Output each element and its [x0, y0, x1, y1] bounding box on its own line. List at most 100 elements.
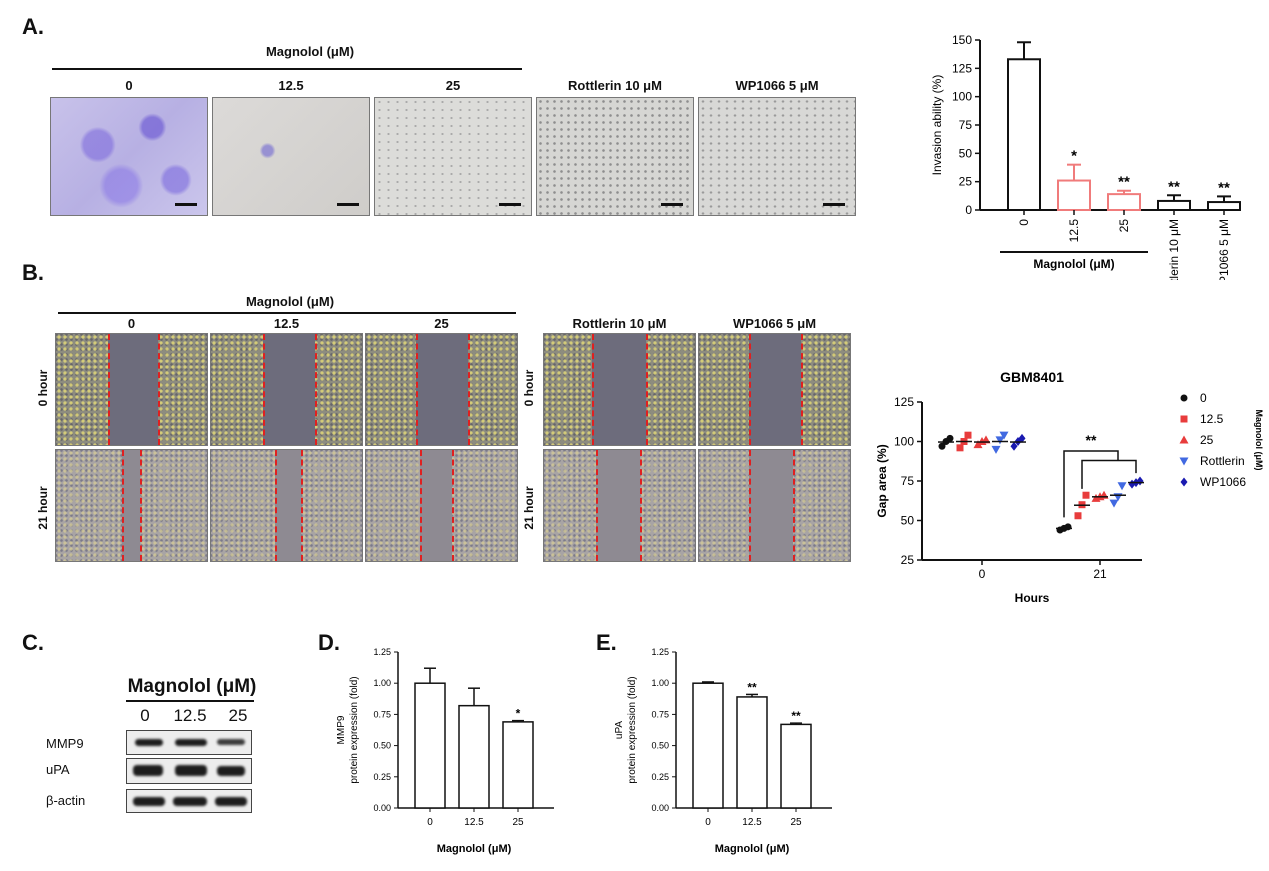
significance-marker: ** [1218, 179, 1230, 196]
row-label-21-hour: 21 hour [522, 486, 536, 530]
blot-band [133, 765, 163, 776]
y-axis-label: MMP9 [336, 715, 347, 744]
invasion-chart: 0 25 50 75 100 125 150 Invasion ability (%) 0 * 12… [930, 33, 1241, 280]
bar [1007, 58, 1041, 212]
y-tick-label: 0.25 [373, 772, 391, 782]
wound-photo-0-0h [55, 333, 208, 446]
wound-photo-wp1066-0h [698, 333, 851, 446]
bar [1107, 193, 1141, 211]
data-point [946, 434, 954, 442]
data-point [999, 431, 1009, 440]
y-axis-label: uPA [614, 721, 625, 739]
significance-marker: ** [1118, 174, 1130, 191]
bar [1057, 179, 1091, 212]
data-point [991, 445, 1001, 454]
magnolol-bracket-b [58, 312, 516, 314]
data-point [956, 444, 964, 452]
wound-photo-rottlerin-0h [543, 333, 696, 446]
wound-photo-25-21h [365, 449, 518, 562]
y-tick-label: 125 [952, 61, 972, 75]
magnolol-header-b: Magnolol (μM) [245, 294, 335, 309]
wound-photo-0-21h [55, 449, 208, 562]
y-tick-label: 0.75 [651, 709, 669, 719]
significance-marker: ** [747, 680, 757, 694]
y-tick-label: 0 [965, 203, 972, 217]
data-point [964, 431, 972, 439]
blot-band [217, 766, 245, 776]
panel-label-a: A. [22, 14, 44, 39]
significance-marker: ** [791, 709, 801, 723]
legend-label: 25 [1200, 433, 1214, 447]
bar [1157, 199, 1191, 212]
y-tick-label: 75 [901, 474, 915, 488]
data-point [1064, 523, 1072, 531]
x-tick-label: Rottlerin 10 μM [1167, 219, 1181, 280]
y-tick-label: 100 [894, 435, 914, 449]
row-label-0-hour: 0 hour [522, 369, 536, 407]
invasion-photo-wp1066 [698, 97, 856, 216]
invasion-cond-label: 12.5 [278, 78, 304, 93]
blot-band [133, 797, 165, 806]
y-tick-label: 0.25 [651, 772, 669, 782]
blot-band [217, 739, 245, 745]
invasion-photo-12-5 [212, 97, 370, 216]
blot-dose-label: 0 [140, 706, 150, 725]
x-axis-label: Magnolol (μM) [437, 843, 512, 855]
x-tick-label: 0 [427, 817, 433, 828]
significance-marker: * [1071, 148, 1077, 165]
y-tick-label: 100 [952, 90, 972, 104]
bar [1207, 201, 1241, 211]
invasion-photo-25 [374, 97, 532, 216]
x-tick-label: 12.5 [464, 817, 484, 828]
bar [780, 723, 812, 809]
data-point [1109, 499, 1119, 508]
y-tick-label: 1.25 [651, 647, 669, 657]
y-tick-label: 125 [894, 395, 914, 409]
blot-beta-actin [126, 789, 252, 813]
scale-bar [661, 203, 683, 206]
gap-area-chart: GBM8401 25 50 75 100 125 Gap area (%) 0 21 Hours *… [875, 369, 1264, 605]
x-tick-label: WP1066 5 μM [1217, 219, 1231, 280]
wound-photo-12-5-21h [210, 449, 363, 562]
data-point [1179, 435, 1189, 444]
y-axis-label: protein expression (fold) [627, 676, 638, 783]
x-tick-label: 25 [1117, 219, 1131, 233]
magnolol-header-a: Magnolol (μM) [265, 44, 355, 59]
chart-title: GBM8401 [1000, 369, 1064, 385]
y-tick-label: 75 [959, 118, 973, 132]
data-point [1180, 477, 1188, 487]
y-tick-label: 50 [959, 146, 973, 160]
y-axis-label: Gap area (%) [875, 444, 889, 517]
scale-bar [499, 203, 521, 206]
y-axis-label: protein expression (fold) [349, 676, 360, 783]
y-tick-label: 25 [959, 175, 973, 189]
bar [736, 696, 768, 809]
legend-label: Rottlerin [1200, 454, 1245, 468]
scale-bar [175, 203, 197, 206]
wound-photo-rottlerin-21h [543, 449, 696, 562]
magnolol-group-label: Magnolol (μM) [1033, 257, 1114, 271]
significance-marker: ** [1168, 178, 1180, 195]
blot-header: Magnolol (μM) [127, 676, 257, 697]
wound-photo-12-5-0h [210, 333, 363, 446]
significance-marker: * [516, 707, 521, 721]
legend-label: WP1066 [1200, 475, 1246, 489]
y-tick-label: 1.00 [373, 678, 391, 688]
x-tick-label: 25 [512, 817, 524, 828]
legend-label: 0 [1200, 391, 1207, 405]
data-point [1074, 512, 1082, 520]
y-tick-label: 0.50 [651, 741, 669, 751]
data-point [938, 442, 946, 450]
blot-band [215, 797, 247, 806]
row-label-0-hour: 0 hour [36, 369, 50, 407]
significance-bracket [1063, 450, 1119, 518]
blot-band [175, 765, 207, 776]
blot-band [135, 739, 163, 746]
data-point [995, 436, 1005, 445]
wound-cond-label: 12.5 [273, 316, 300, 331]
x-axis-label: Hours [1015, 591, 1050, 605]
y-tick-label: 1.25 [373, 647, 391, 657]
x-tick-label: 0 [705, 817, 711, 828]
wound-cond-label: 0 [127, 316, 136, 331]
x-tick-label: 0 [979, 567, 986, 581]
